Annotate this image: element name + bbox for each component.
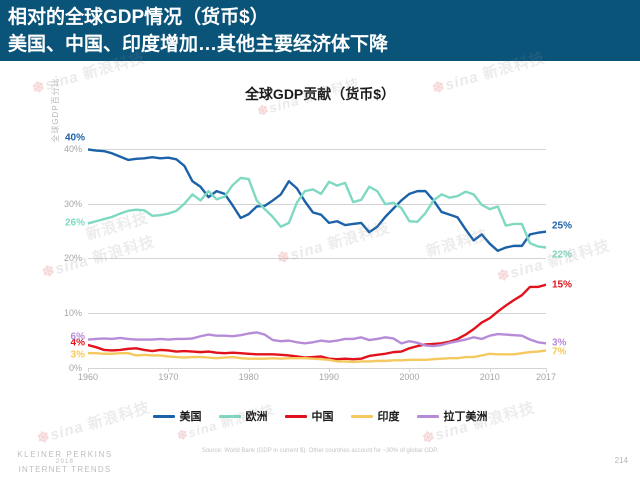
gridline-y-0 [88, 368, 546, 369]
line-series-印度 [88, 349, 546, 364]
line-series-中国 [88, 283, 546, 361]
end-label-欧洲: 22% [552, 249, 573, 261]
x-tick-label-1960: 1960 [77, 372, 99, 382]
header-title-line1: 相对的全球GDP情况（货币$） [8, 7, 269, 28]
start-label-印度: 3% [70, 349, 85, 361]
end-label-美国: 25% [552, 220, 573, 232]
x-tick-mark-1990 [329, 368, 331, 372]
y-tick-label-10: 10% [63, 308, 82, 319]
x-tick-label-2010: 2010 [479, 372, 500, 382]
start-label-美国: 40% [64, 132, 85, 143]
x-tick-label-2017: 2017 [535, 372, 557, 382]
x-tick-mark-2000 [409, 368, 411, 372]
legend-item-中国[interactable]: 中国 [284, 408, 334, 424]
header-title-line2: 美国、中国、印度增加…其他主要经济体下降 [8, 34, 389, 55]
brand-footer: KLEINER PERKINS 2018 INTERNET TRENDS [6, 450, 124, 474]
brand-line-internet-trends: INTERNET TRENDS [18, 465, 112, 474]
legend-item-拉丁美洲[interactable]: 拉丁美洲 [416, 408, 488, 424]
x-tick-mark-1960 [88, 368, 89, 372]
end-label-印度: 7% [552, 346, 567, 358]
start-label-拉丁美洲: 6% [70, 331, 85, 343]
y-tick-label-40: 40% [63, 143, 82, 154]
legend-item-欧洲[interactable]: 欧洲 [218, 408, 268, 424]
y-tick-label-0: 0% [68, 363, 82, 373]
legend-swatch-icon-印度 [350, 414, 373, 418]
brand-line-year: 2018 [55, 459, 75, 465]
y-axis-title: 全球GDP百分比 [51, 77, 60, 143]
legend-item-美国[interactable]: 美国 [152, 408, 202, 424]
start-label-欧洲: 26% [64, 217, 85, 229]
plot-area: 0% 10% 20% 30% 40% 1960 1970 1980 1990 2000 2010 20… [64, 132, 572, 382]
gridline-y-20 [88, 258, 546, 260]
page-number: 214 [614, 456, 628, 465]
x-tick-mark-2010 [489, 368, 491, 372]
legend-swatch-icon-美国 [152, 414, 175, 418]
legend-label: 中国 [311, 411, 334, 423]
legend-label: 拉丁美洲 [443, 411, 488, 423]
x-tick-label-1970: 1970 [158, 372, 179, 382]
line-series-拉丁美洲 [88, 331, 546, 348]
legend-swatch-icon-拉丁美洲 [416, 414, 439, 418]
legend-item-印度[interactable]: 印度 [350, 408, 400, 424]
x-tick-mark-1970 [168, 368, 170, 372]
legend-label: 印度 [377, 411, 400, 423]
chart-legend: 美国 欧洲 中国 印度 拉丁美洲 [0, 408, 640, 424]
chart-title: 全球GDP贡献（货币$） [244, 86, 396, 102]
x-tick-mark-1980 [248, 368, 250, 372]
x-tick-label-1980: 1980 [238, 372, 259, 382]
start-label-中国: 4% [70, 337, 85, 349]
y-tick-label-30: 30% [63, 198, 82, 209]
x-tick-label-1990: 1990 [319, 372, 340, 382]
legend-label: 美国 [179, 411, 202, 423]
x-tick-label-2000: 2000 [399, 372, 420, 382]
line-series-欧洲 [88, 176, 546, 249]
slide-header-band: 相对的全球GDP情况（货币$） 美国、中国、印度增加…其他主要经济体下降 [0, 0, 640, 61]
source-note: Source: World Bank (GDP in current $). O… [201, 448, 439, 454]
gridline-y-40 [88, 148, 546, 150]
chart-container: 全球GDP百分比 0% 10% 20% 30% 40% 1960 1970 1980 1990 2… [51, 77, 576, 385]
legend-swatch-icon-中国 [284, 414, 307, 418]
legend-label: 欧洲 [245, 411, 268, 423]
series-lines [88, 148, 546, 364]
end-label-拉丁美洲: 3% [552, 337, 567, 349]
y-tick-label-20: 20% [63, 253, 82, 264]
line-series-美国 [88, 148, 546, 253]
gridline-y-30 [88, 203, 546, 205]
brand-line-kleiner-perkins: KLEINER PERKINS [17, 450, 113, 459]
legend-swatch-icon-欧洲 [218, 414, 241, 418]
x-tick-mark-2017 [546, 368, 547, 372]
gridline-y-10 [88, 313, 546, 315]
end-label-中国: 15% [552, 279, 573, 291]
